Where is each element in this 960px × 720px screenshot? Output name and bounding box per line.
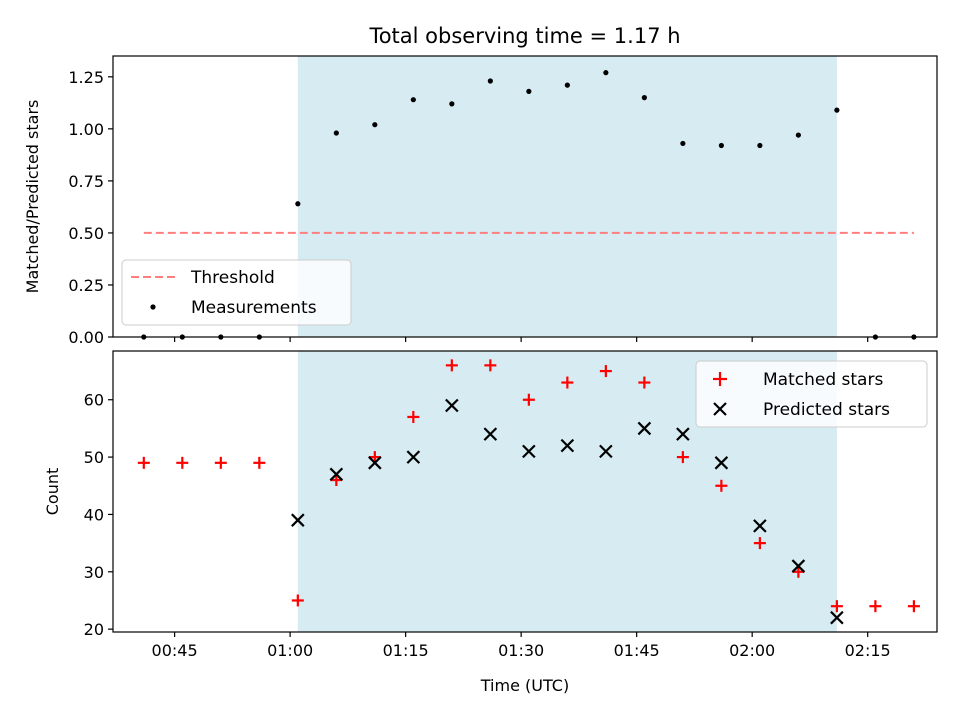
predicted-star-point xyxy=(637,421,652,436)
predicted-star-point xyxy=(714,456,729,470)
measurement-point xyxy=(410,97,416,103)
top-axes-frame xyxy=(112,55,938,338)
matched-star-point xyxy=(792,565,805,578)
matched-star-point xyxy=(522,393,535,406)
measurement-point xyxy=(680,140,686,147)
x-tick-label: 01:00 xyxy=(267,641,313,660)
predicted-star-point xyxy=(599,444,613,459)
bottom-legend-box xyxy=(695,360,928,428)
top-y-tick-label: 1.00 xyxy=(68,120,104,139)
legend-matched-label: Matched stars xyxy=(763,370,883,390)
predicted-star-point xyxy=(560,438,575,453)
predicted-star-point xyxy=(522,444,536,459)
top-y-tick-label: 0.25 xyxy=(68,276,104,295)
measurement-point xyxy=(449,101,455,107)
top-x-axis-ticks xyxy=(174,337,869,342)
bot-y-tick-label: 30 xyxy=(84,563,104,582)
matched-star-point xyxy=(869,600,882,613)
predicted-star-point xyxy=(753,519,767,533)
measurement-point xyxy=(834,107,840,113)
matched-star-point xyxy=(407,410,420,423)
predicted-star-point xyxy=(830,610,844,625)
top-legend-box xyxy=(121,259,352,326)
x-tick-label: 01:45 xyxy=(614,641,660,660)
legend-matched-swatch xyxy=(713,372,727,386)
matched-star-point xyxy=(753,537,766,550)
predicted-star-point xyxy=(406,450,421,464)
measurement-point xyxy=(295,201,301,207)
predicted-star-point xyxy=(483,427,498,441)
matched-star-point xyxy=(176,456,189,469)
measurement-point xyxy=(526,88,532,94)
matched-star-point xyxy=(445,359,458,372)
count-points xyxy=(137,359,920,625)
matched-star-point xyxy=(330,474,343,487)
bottom-axes-frame xyxy=(112,350,938,633)
top-y-tick-label: 0.75 xyxy=(68,172,104,191)
measurement-point xyxy=(372,122,378,128)
bot-y-tick-label: 40 xyxy=(84,505,104,524)
matched-star-point xyxy=(561,376,574,389)
bot-y-tick-label: 60 xyxy=(84,391,104,410)
predicted-star-point xyxy=(291,513,305,527)
measurement-point xyxy=(718,142,724,149)
bottom-legend: Matched stars Predicted stars xyxy=(695,360,928,428)
matched-star-point xyxy=(715,479,728,492)
top-y-axis-ticks: 0.00 0.25 0.50 0.75 1.00 1.25 xyxy=(68,68,113,347)
matched-star-point xyxy=(214,456,227,469)
measurement-point xyxy=(757,142,763,149)
measurement-point xyxy=(487,78,493,84)
measurement-point xyxy=(641,95,647,101)
measurement-points xyxy=(141,70,917,340)
x-tick-label: 01:15 xyxy=(383,641,429,660)
legend-predicted-swatch xyxy=(713,402,727,416)
top-panel: 0.00 0.25 0.50 0.75 1.00 1.25 Total observing… xyxy=(23,24,938,347)
predicted-star-point xyxy=(791,559,806,573)
matched-star-point xyxy=(638,376,651,389)
matched-star-point xyxy=(253,456,266,469)
matched-star-point xyxy=(599,365,612,378)
predicted-star-point xyxy=(445,398,459,413)
x-axis-label: Time (UTC) xyxy=(480,676,569,695)
top-y-tick-label: 1.25 xyxy=(68,68,104,87)
top-y-tick-label: 0.50 xyxy=(68,224,104,243)
x-tick-label: 00:45 xyxy=(152,641,198,660)
matched-star-point xyxy=(907,600,920,613)
legend-predicted-label: Predicted stars xyxy=(763,400,890,420)
predicted-star-point xyxy=(676,427,690,441)
x-tick-label: 02:00 xyxy=(729,641,775,660)
matched-star-point xyxy=(137,456,150,469)
top-y-axis-label: Matched/Predicted stars xyxy=(23,100,42,294)
legend-measurements-swatch xyxy=(150,304,156,310)
matched-star-point xyxy=(291,594,304,607)
bottom-y-axis-ticks: 20 30 40 50 60 xyxy=(84,391,113,639)
bottom-x-axis-ticks: 00:45 01:00 01:15 01:30 01:45 02:00 02:15 xyxy=(152,632,891,660)
top-legend: Threshold Measurements xyxy=(121,259,352,326)
measurement-point xyxy=(333,130,339,136)
matched-star-point xyxy=(368,451,381,464)
chart-title: Total observing time = 1.17 h xyxy=(368,24,680,48)
matched-star-point xyxy=(830,600,843,613)
legend-measurements-label: Measurements xyxy=(191,298,317,318)
measurement-point xyxy=(603,70,609,76)
x-tick-label: 01:30 xyxy=(498,641,544,660)
matched-star-point xyxy=(676,451,689,464)
predicted-star-point xyxy=(368,456,382,470)
top-y-tick-label: 0.00 xyxy=(68,328,104,347)
measurement-point xyxy=(564,82,570,88)
matched-star-point xyxy=(484,359,497,372)
measurement-point xyxy=(795,132,801,138)
observing-span-top xyxy=(297,56,837,337)
legend-threshold-label: Threshold xyxy=(190,268,275,288)
x-tick-label: 02:15 xyxy=(845,641,891,660)
bot-y-tick-label: 50 xyxy=(84,448,104,467)
bottom-y-axis-label: Count xyxy=(43,468,62,516)
predicted-star-point xyxy=(329,467,344,482)
bot-y-tick-label: 20 xyxy=(84,620,104,639)
